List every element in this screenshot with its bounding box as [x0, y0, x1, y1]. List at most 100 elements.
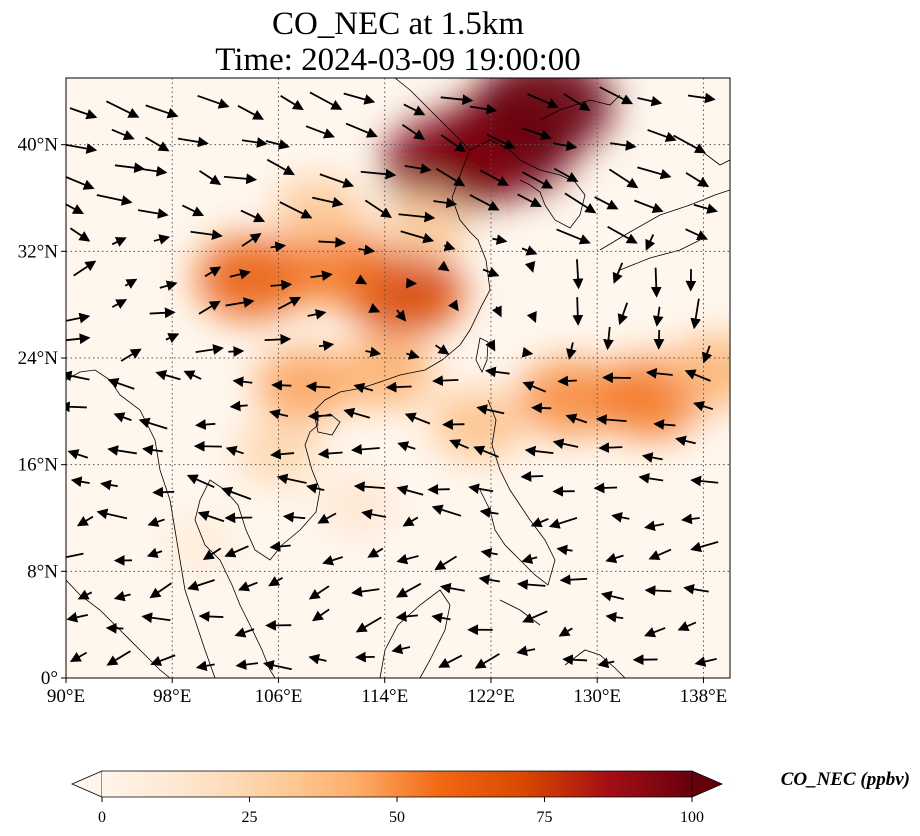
wind-arrow — [401, 123, 426, 140]
wind-arrow — [198, 611, 224, 622]
wind-arrow — [404, 412, 431, 425]
wind-arrow — [406, 349, 420, 360]
wind-arrow — [198, 300, 221, 315]
wind-arrow — [124, 278, 138, 289]
wind-arrow — [566, 342, 577, 360]
wind-arrow — [690, 541, 719, 553]
wind-arrow — [562, 654, 588, 666]
wind-arrow — [598, 442, 623, 454]
colorbar-gradient — [102, 771, 692, 797]
wind-arrow — [395, 309, 407, 322]
colorbar-extend-max — [691, 770, 724, 798]
map-frame — [65, 77, 731, 679]
wind-arrow — [146, 547, 163, 558]
plume-13 — [668, 335, 730, 408]
wind-arrow — [69, 107, 98, 120]
wind-arrow — [100, 479, 118, 491]
wind-arrow — [593, 482, 618, 494]
wind-arrow — [520, 471, 544, 482]
wind-arrow — [270, 279, 293, 291]
wind-arrow — [96, 508, 128, 520]
wind-arrow — [603, 326, 614, 351]
wind-arrow — [276, 473, 307, 485]
wind-arrow — [683, 583, 709, 595]
wind-arrow — [449, 439, 469, 450]
wind-arrow — [468, 483, 494, 495]
wind-arrow — [491, 305, 502, 318]
wind-arrow — [693, 203, 718, 214]
wind-arrow — [306, 483, 325, 494]
wind-arrow — [522, 610, 548, 623]
wind-arrow — [113, 590, 131, 602]
wind-arrow — [694, 656, 717, 667]
wind-arrow — [319, 173, 355, 188]
wind-arrow — [553, 167, 579, 182]
wind-arrow — [195, 419, 216, 430]
wind-arrow — [482, 267, 500, 278]
lat-tick-label-3: 24°N — [18, 348, 59, 369]
wind-arrow — [195, 660, 215, 672]
wind-arrow — [66, 176, 95, 190]
wind-arrow — [486, 133, 516, 149]
wind-arrow — [107, 445, 137, 456]
wind-arrow — [282, 511, 306, 523]
wind-arrow — [241, 137, 268, 148]
wind-arrow — [312, 608, 330, 622]
wind-arrow — [66, 333, 91, 345]
wind-arrow — [527, 93, 559, 109]
coastline-bohai — [469, 139, 586, 229]
lat-tick-label-1: 8°N — [27, 561, 58, 582]
wind-arrow — [469, 194, 500, 211]
coastline-korea-north — [539, 94, 621, 121]
wind-arrow — [204, 266, 222, 278]
wind-arrow — [165, 333, 180, 343]
wind-arrow — [556, 228, 591, 245]
wind-arrow — [355, 616, 382, 633]
wind-arrow — [350, 444, 380, 455]
wind-arrow — [145, 104, 179, 119]
wind-arrow — [572, 259, 584, 290]
wind-arrow — [677, 621, 697, 632]
wind-arrow — [432, 375, 459, 387]
wind-arrow — [228, 346, 245, 357]
wind-arrow — [645, 367, 673, 379]
wind-arrow — [607, 225, 638, 244]
wind-arrow — [149, 307, 176, 319]
wind-arrow — [270, 241, 287, 253]
wind-arrow — [391, 643, 411, 655]
wind-arrow — [271, 379, 292, 391]
wind-arrow — [232, 376, 253, 388]
wind-arrow — [685, 172, 710, 188]
plume-6 — [273, 177, 364, 246]
wind-arrow — [268, 576, 284, 587]
wind-arrow — [66, 312, 91, 324]
wind-arrow — [111, 299, 128, 309]
plume-14 — [235, 419, 322, 484]
wind-arrow — [361, 508, 387, 520]
wind-arrow — [105, 622, 124, 634]
lat-tick-label-2: 16°N — [18, 455, 59, 476]
wind-arrow — [310, 270, 333, 282]
wind-arrow — [308, 653, 327, 665]
wind-arrow — [197, 510, 225, 523]
wind-arrow — [439, 582, 465, 594]
wind-arrow — [559, 574, 588, 586]
wind-arrow — [159, 280, 178, 291]
wind-arrow — [675, 435, 696, 447]
wind-arrow — [73, 260, 97, 277]
wind-arrow — [638, 473, 664, 484]
wind-arrow — [343, 407, 371, 419]
wind-arrow — [650, 267, 662, 298]
wind-arrow — [153, 234, 171, 245]
wind-arrow — [277, 296, 302, 310]
lon-tick-label-3: 114°E — [361, 686, 408, 707]
wind-arrow — [235, 659, 259, 670]
wind-arrow — [597, 657, 615, 669]
plume-15 — [319, 475, 398, 535]
wind-arrow — [648, 548, 672, 561]
wind-arrow — [492, 234, 508, 245]
wind-arrow — [556, 544, 573, 556]
wind-arrow — [358, 244, 376, 256]
wind-arrow — [652, 306, 664, 327]
wind-arrow — [431, 504, 462, 517]
